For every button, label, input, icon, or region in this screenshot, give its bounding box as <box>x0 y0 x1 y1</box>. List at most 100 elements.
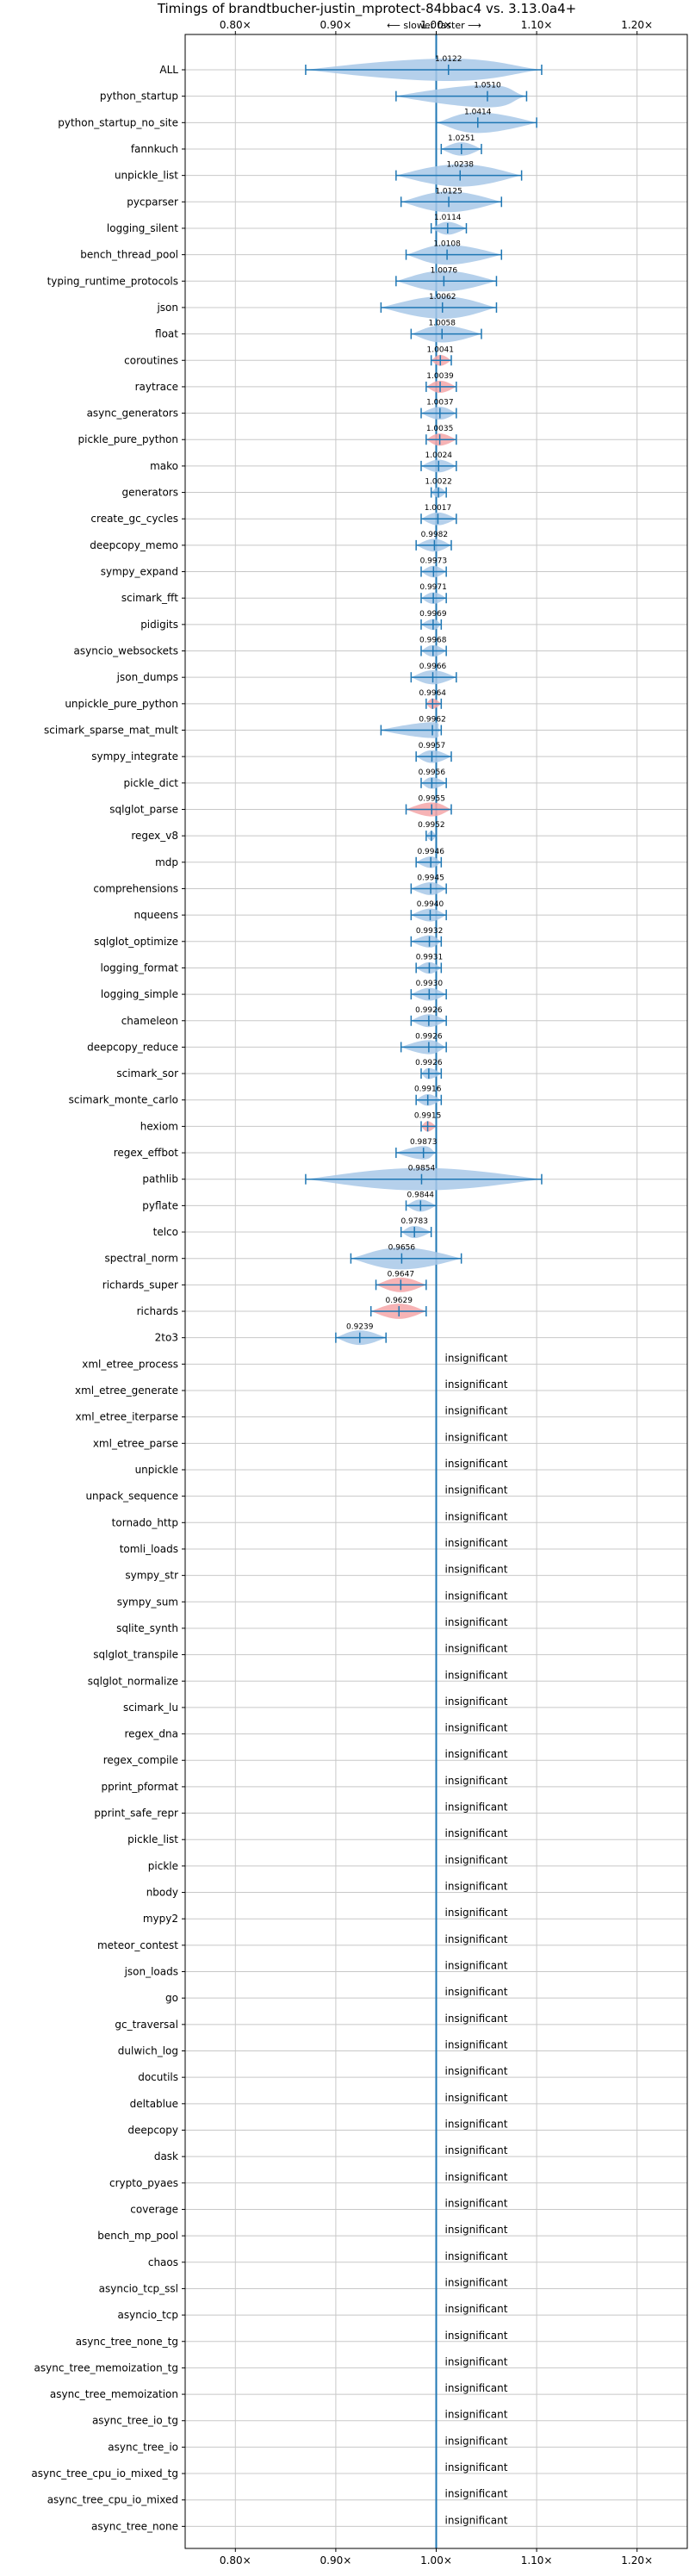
insignificant-label: insignificant <box>445 1722 508 1734</box>
insignificant-label: insignificant <box>445 1933 508 1945</box>
insignificant-label: insignificant <box>445 1405 508 1417</box>
benchmark-label: telco <box>153 1226 178 1238</box>
benchmark-label: unpickle_pure_python <box>65 698 178 710</box>
benchmark-label: unpack_sequence <box>85 1490 178 1503</box>
insignificant-label: insignificant <box>445 2355 508 2368</box>
insignificant-label: insignificant <box>445 1907 508 1919</box>
value-label: 1.0510 <box>474 82 501 90</box>
value-label: 1.0035 <box>426 425 454 433</box>
insignificant-label: insignificant <box>445 1431 508 1443</box>
benchmark-label: asyncio_websockets <box>74 645 178 657</box>
value-label: 0.9964 <box>419 689 447 698</box>
insignificant-label: insignificant <box>445 1616 508 1628</box>
benchmark-label: richards_super <box>102 1279 178 1291</box>
benchmark-label: fannkuch <box>131 143 178 155</box>
benchmark-label: async_tree_memoization <box>50 2388 178 2400</box>
value-label: 0.9955 <box>419 794 446 803</box>
insignificant-label: insignificant <box>445 1881 508 1893</box>
benchmark-label: sqlglot_transpile <box>93 1649 178 1661</box>
benchmark-label: async_tree_io_tg <box>92 2415 178 2427</box>
benchmark-label: sqlglot_optimize <box>94 936 178 948</box>
value-label: 1.0058 <box>429 320 456 328</box>
value-label: 0.9854 <box>408 1165 436 1173</box>
insignificant-label: insignificant <box>445 2488 508 2500</box>
benchmark-label: scimark_fft <box>121 592 178 604</box>
value-label: 1.0076 <box>431 266 458 275</box>
value-label: 1.0122 <box>435 55 462 64</box>
tick-label-top: 0.80× <box>220 19 251 31</box>
benchmark-label: xml_etree_parse <box>93 1437 178 1449</box>
insignificant-label: insignificant <box>445 2461 508 2473</box>
insignificant-label: insignificant <box>445 1352 508 1364</box>
insignificant-label: insignificant <box>445 2224 508 2236</box>
benchmark-label: json_loads <box>124 1966 178 1978</box>
value-label: 0.9916 <box>414 1086 442 1094</box>
benchmark-label: nbody <box>146 1887 178 1899</box>
value-label: 0.9969 <box>419 610 447 619</box>
value-label: 1.0251 <box>448 134 475 143</box>
benchmark-label: pyflate <box>142 1199 178 1211</box>
insignificant-label: insignificant <box>445 1854 508 1866</box>
insignificant-label: insignificant <box>445 2197 508 2209</box>
value-label: 0.9930 <box>416 980 444 988</box>
insignificant-label: insignificant <box>445 1960 508 1972</box>
benchmark-label: scimark_lu <box>123 1702 178 1714</box>
value-label: 0.9940 <box>417 900 444 909</box>
value-label: 0.9957 <box>419 742 446 750</box>
benchmark-label: crypto_pyaes <box>109 2177 178 2189</box>
benchmark-label: pathlib <box>142 1173 178 1185</box>
value-label: 0.9971 <box>419 583 447 592</box>
insignificant-label: insignificant <box>445 2382 508 2394</box>
value-label: 1.0024 <box>425 451 453 460</box>
value-label: 1.0238 <box>447 161 475 170</box>
benchmark-label: deepcopy_reduce <box>87 1041 178 1053</box>
benchmark-label: sqlite_synth <box>116 1622 178 1634</box>
value-label: 0.9931 <box>416 953 444 961</box>
benchmark-label: async_tree_cpu_io_mixed <box>47 2494 178 2506</box>
insignificant-label: insignificant <box>445 1696 508 1708</box>
insignificant-label: insignificant <box>445 2065 508 2077</box>
value-label: 1.0037 <box>426 399 454 408</box>
benchmark-label: dask <box>154 2150 178 2162</box>
insignificant-label: insignificant <box>445 2250 508 2262</box>
benchmark-label: hexiom <box>140 1120 178 1132</box>
benchmark-label: go <box>165 1992 178 2004</box>
value-label: 0.9915 <box>414 1111 442 1120</box>
benchmark-label: pidigits <box>140 619 178 631</box>
benchmark-label: deepcopy <box>127 2124 178 2136</box>
value-label: 0.9973 <box>420 557 448 566</box>
insignificant-label: insignificant <box>445 1458 508 1470</box>
insignificant-label: insignificant <box>445 2171 508 2183</box>
insignificant-label: insignificant <box>445 2514 508 2526</box>
benchmark-label: xml_etree_process <box>82 1358 178 1370</box>
benchmark-label: deepcopy_memo <box>90 539 178 551</box>
tick-label-bottom: 1.00× <box>420 2554 452 2567</box>
insignificant-label: insignificant <box>445 2013 508 2025</box>
value-label: 1.0125 <box>435 187 462 196</box>
value-label: 1.0022 <box>425 478 452 487</box>
benchmark-label: tomli_loads <box>120 1543 178 1555</box>
benchmark-label: async_tree_none <box>91 2520 178 2532</box>
benchmark-label: json_dumps <box>116 671 178 683</box>
value-label: 0.9873 <box>410 1138 438 1147</box>
benchmark-label: async_tree_none_tg <box>76 2336 178 2348</box>
insignificant-label: insignificant <box>445 1484 508 1496</box>
benchmark-label: scimark_sparse_mat_mult <box>44 725 178 737</box>
benchmark-label: python_startup <box>100 90 178 103</box>
insignificant-label: insignificant <box>445 1643 508 1655</box>
benchmark-label: gc_traversal <box>115 2019 178 2031</box>
value-label: 0.9962 <box>419 716 446 725</box>
benchmark-label: asyncio_tcp_ssl <box>99 2282 178 2294</box>
benchmark-label: dulwich_log <box>118 2045 178 2057</box>
insignificant-label: insignificant <box>445 1801 508 1814</box>
value-label: 0.9656 <box>388 1244 416 1253</box>
benchmark-label: generators <box>121 487 178 499</box>
value-label: 0.9945 <box>417 874 444 882</box>
tick-label-top: 0.90× <box>320 19 352 31</box>
insignificant-label: insignificant <box>445 2039 508 2051</box>
benchmark-label: coverage <box>130 2203 178 2215</box>
benchmark-label: ALL <box>159 64 178 76</box>
value-label: 0.9926 <box>415 1059 443 1067</box>
benchmark-label: sympy_sum <box>117 1596 178 1608</box>
